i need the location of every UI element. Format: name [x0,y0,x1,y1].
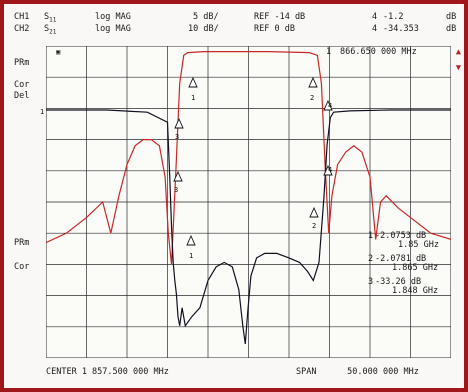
left-label-cor-top: Cor [14,80,30,90]
s11-trace [46,109,451,344]
ch1-marker-label: 4 [372,12,378,22]
ch1-format: log MAG [95,12,131,22]
marker-table-2-label: 2 [368,254,373,264]
marker-table-1-value: -2.0753 dB [375,231,426,241]
ch1-scale: 5 dB/ [193,12,219,22]
ch2-label: CH2 [14,24,30,34]
marker-1-lower: 1 [186,234,196,260]
marker-1: 1 [188,76,198,102]
right-edge-indicator-bottom: ▼ [455,63,461,73]
marker-4: 4 4 [323,99,333,176]
left-label-del: Del [14,91,30,101]
ch2-format: log MAG [95,24,131,34]
s21-trace [46,50,451,265]
top-marker-freq: 866.650 000 MHz [340,47,417,57]
center-frequency: CENTER 1 857.500 000 MHz [46,367,169,377]
svg-text:2: 2 [310,94,314,102]
left-label-prm-top: PRm [14,58,30,68]
svg-text:3: 3 [175,133,179,141]
marker-icon: ▣ [56,48,60,56]
marker-2-lower: 2 [309,206,319,230]
ch1-marker-unit: dB [446,12,457,22]
marker-table-3-label: 3 [368,277,373,287]
svg-text:1: 1 [191,94,195,102]
plot-area: ▣ 1 866.650 000 MHz 1 2 3 3 4 4 2 1 1 -2… [46,46,451,358]
ch1-ref: REF -14 dB [254,12,306,22]
top-marker-label: 1 [326,47,331,57]
marker-table-3-freq: 1.848 GHz [392,286,438,296]
left-label-cor-bottom: Cor [14,262,30,272]
ch2-param: S21 [44,24,57,36]
svg-text:4: 4 [328,102,332,110]
ch1-param: S11 [44,12,57,24]
span-frequency: SPAN 50.000 000 MHz [296,367,419,377]
ch2-marker-value: -34.353 [383,24,419,34]
right-edge-indicator-top: ▲ [455,47,461,57]
ch2-marker-label: 4 [372,24,378,34]
ch1-label: CH1 [14,12,30,22]
marker-table-2-freq: 1.865 GHz [392,263,438,273]
marker-3: 3 3 [173,117,184,194]
left-label-prm-bottom: PRm [14,238,30,248]
marker-2: 2 [308,76,318,102]
marker-table-2-value: -2.0781 dB [375,254,426,264]
ref-marker-1: 1 [40,108,45,116]
ch1-marker-value: -1.2 [383,12,404,22]
grid [46,46,451,358]
marker-table: 1 -2.0753 dB 1.85 GHz 2 -2.0781 dB 1.865… [368,231,439,296]
ch2-ref: REF 0 dB [254,24,295,34]
marker-table-1-freq: 1.85 GHz [398,240,439,250]
svg-text:3: 3 [174,186,178,194]
marker-table-3-value: -33.26 dB [375,277,421,287]
ch2-scale: 10 dB/ [188,24,219,34]
svg-text:1: 1 [189,252,193,260]
ch2-marker-unit: dB [446,24,457,34]
marker-table-1-label: 1 [368,231,373,241]
svg-text:4: 4 [328,166,332,174]
svg-text:2: 2 [312,222,316,230]
